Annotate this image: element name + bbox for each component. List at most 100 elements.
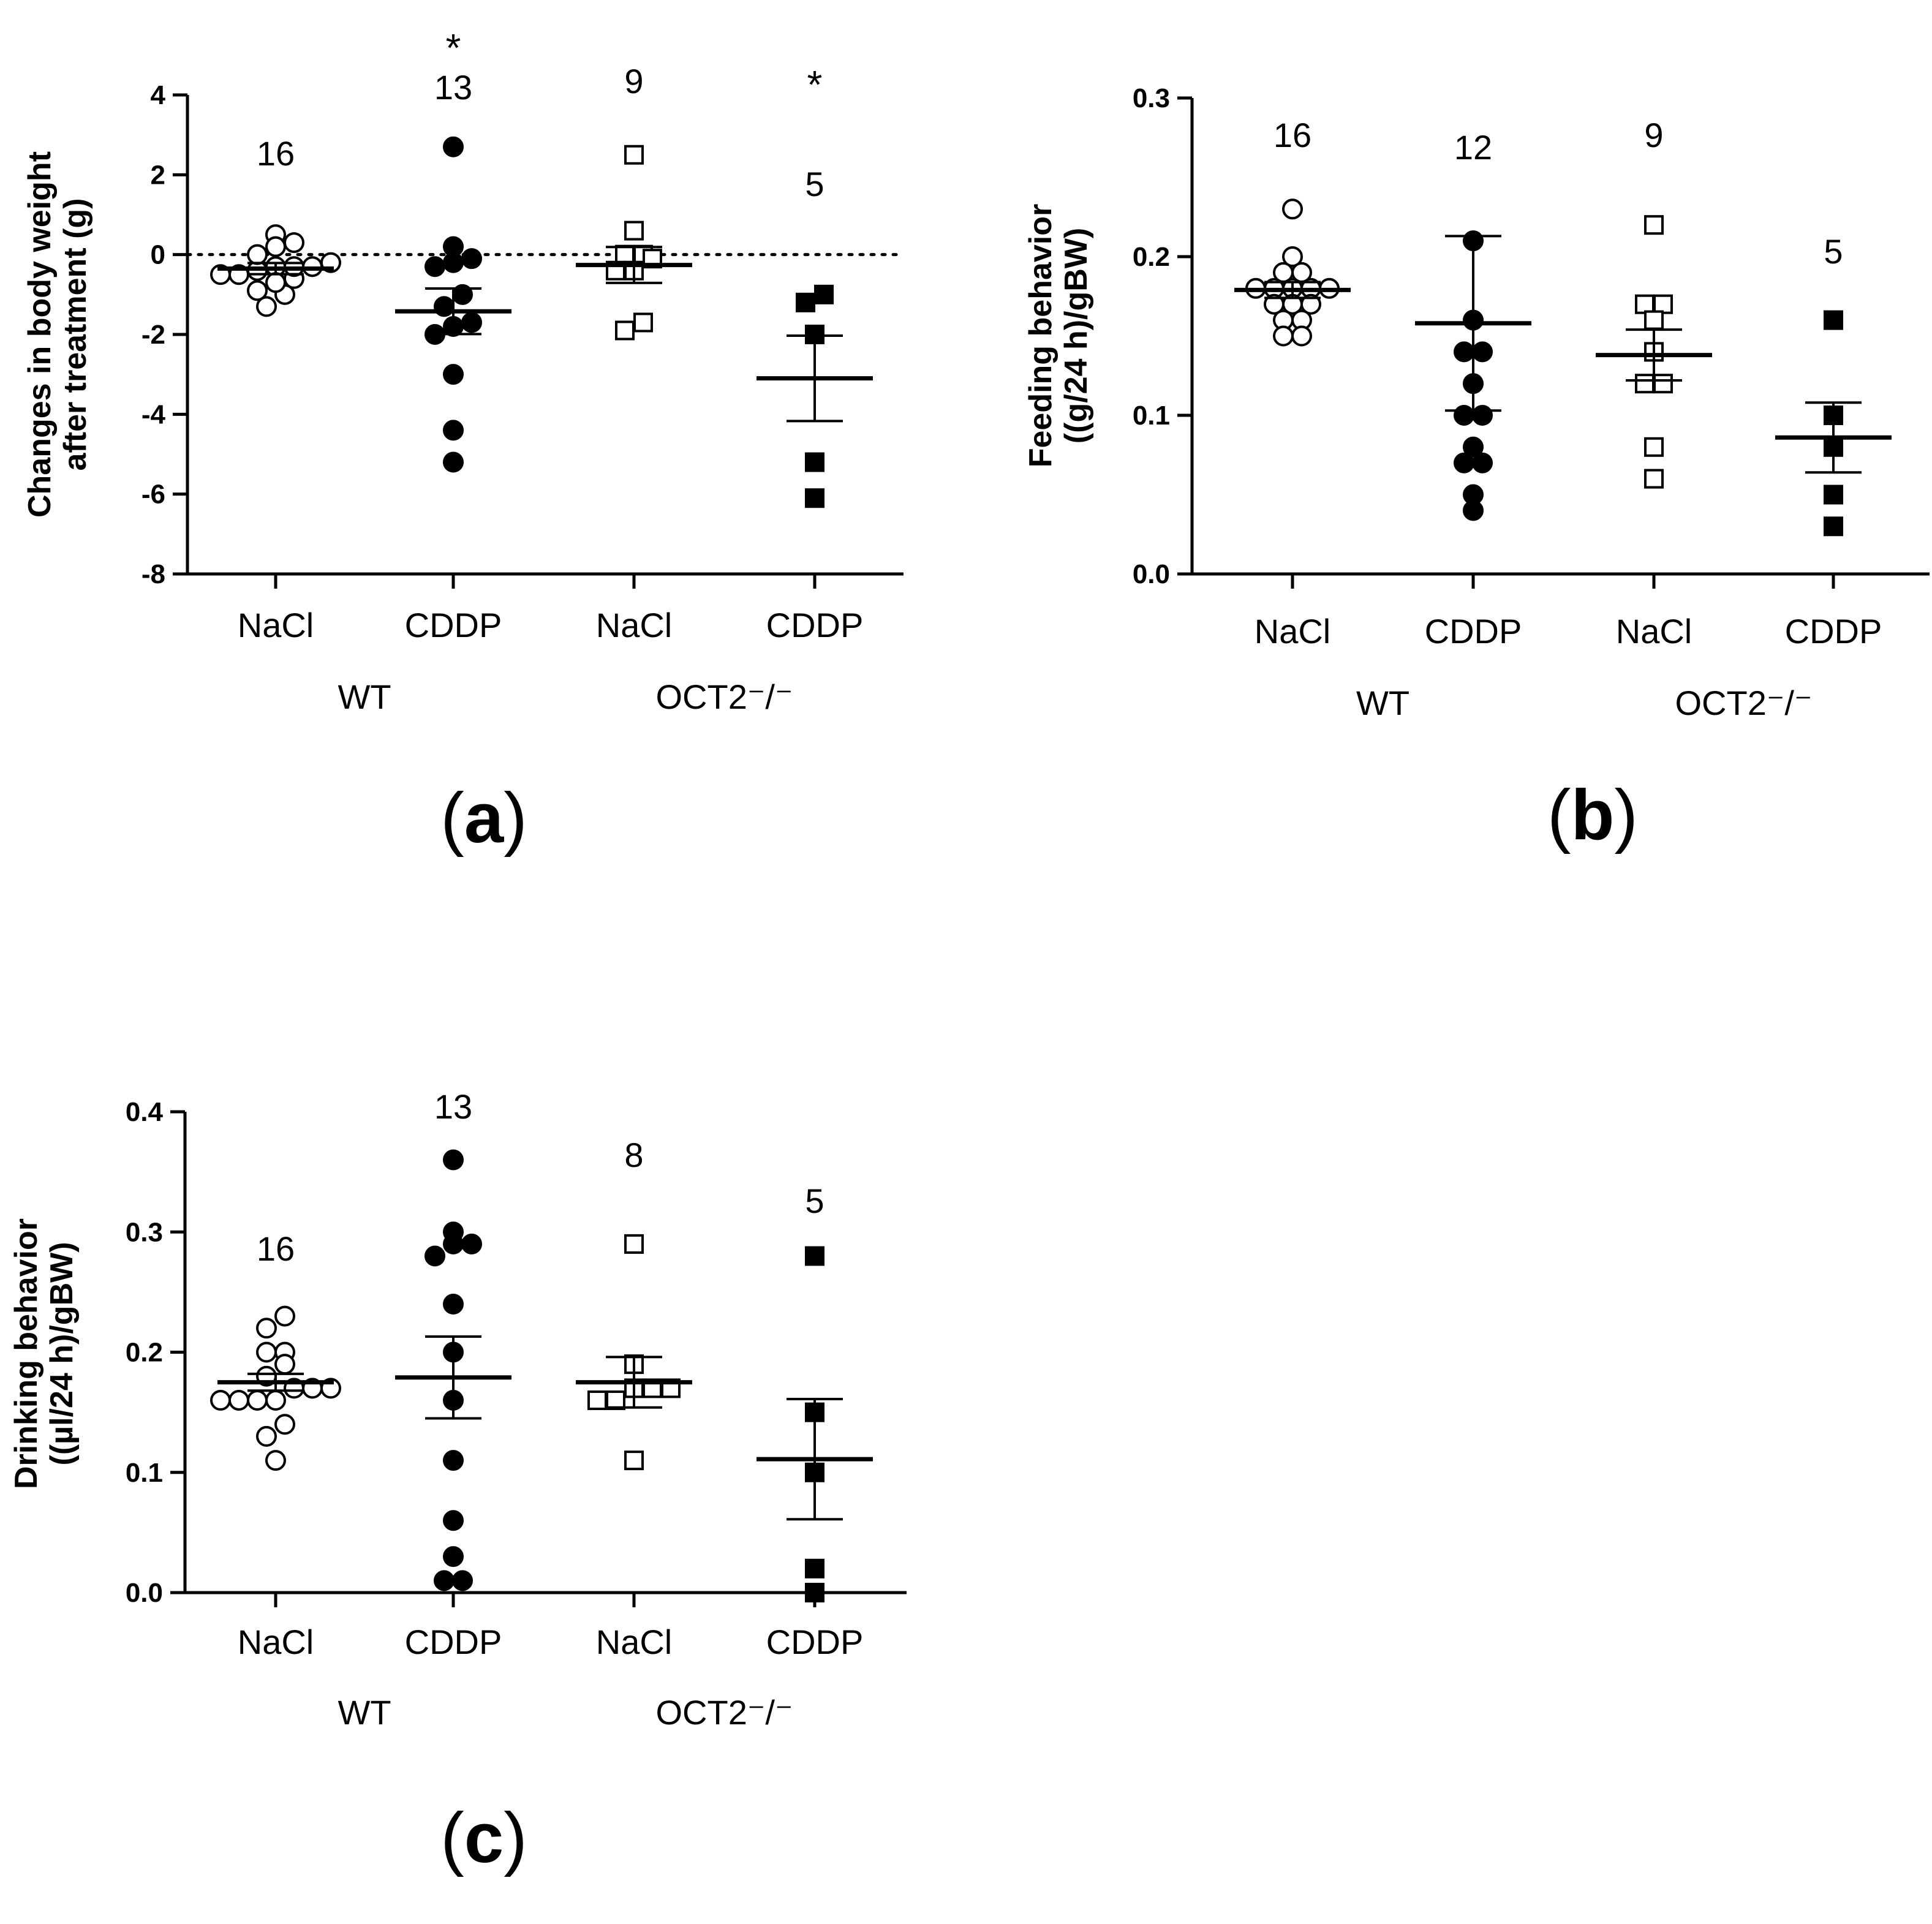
y-tick-label: 4 [151, 80, 166, 110]
data-point [805, 488, 824, 508]
data-point [443, 1233, 464, 1254]
data-point [1463, 436, 1484, 458]
sample-size-label: 16 [1274, 116, 1311, 154]
data-point [443, 364, 464, 385]
data-point [1282, 246, 1303, 267]
data-point [1644, 215, 1664, 235]
y-axis-label-line: after treatment (g) [58, 198, 93, 471]
chart-panel-a: 4 2 0 -2 -4 -6 -8 Changes in body weight after t… [22, 26, 905, 858]
data-point [1635, 294, 1655, 314]
data-point [443, 1510, 464, 1531]
y-axis-label: Changes in body weight after treatment (g… [22, 151, 93, 518]
x-category-label: CDDP [405, 606, 502, 644]
data-point [1291, 325, 1312, 347]
panel-paren-open: ( [440, 1798, 464, 1877]
y-tick-label: 0.3 [1133, 83, 1170, 113]
data-point [796, 292, 815, 312]
data-point [1273, 325, 1294, 347]
y-axis-label-line: Drinking behavior [9, 1218, 44, 1489]
data-point [443, 1294, 464, 1315]
y-tick-label: 0.4 [126, 1097, 164, 1127]
x-category-label: NaCl [238, 1623, 314, 1661]
data-point [247, 280, 268, 301]
data-point [274, 1354, 295, 1375]
data-point [624, 1234, 644, 1254]
series-0: 16 [210, 134, 341, 317]
panel-paren-open: ( [1547, 775, 1571, 854]
data-point [615, 244, 635, 265]
data-point [256, 1318, 277, 1339]
x-group-label: OCT2⁻/⁻ [1675, 684, 1812, 722]
data-point [624, 221, 644, 241]
data-point [247, 1390, 268, 1411]
x-category-label: NaCl [596, 1623, 672, 1661]
chart-panel-b: 0.3 0.2 0.1 0.0 Feeding behavior ((g/24 h)/gB… [1023, 83, 1930, 854]
y-tick-label: 0 [151, 240, 165, 270]
series-1: 12 [1415, 128, 1531, 521]
series-1: 13 [395, 1087, 511, 1591]
data-point [814, 284, 834, 304]
panel-letter: c [464, 1798, 504, 1877]
sample-size-label: 12 [1454, 128, 1492, 167]
panel-paren-close: ) [1614, 775, 1638, 854]
data-point [1463, 500, 1484, 521]
data-point [265, 236, 286, 257]
panel-letter: a [464, 778, 505, 858]
data-point [1472, 341, 1493, 363]
data-point [1644, 469, 1664, 489]
data-point [805, 452, 824, 472]
y-tick-label: 0.1 [126, 1458, 163, 1488]
series-3: 5 [1775, 232, 1892, 537]
data-point [256, 296, 277, 317]
panel-paren-open: ( [440, 778, 464, 858]
x-group-label: OCT2⁻/⁻ [655, 1693, 793, 1732]
y-tick-label: -8 [142, 559, 165, 589]
y-tick-label: -2 [142, 320, 165, 350]
data-point [425, 256, 445, 277]
data-point [256, 1341, 277, 1363]
data-point [1653, 374, 1673, 394]
y-tick-label: 0.0 [126, 1578, 163, 1608]
chart-panel-c: 0.4 0.3 0.2 0.1 0.0 Drinking behavior ((µl/24 … [9, 1087, 907, 1877]
y-tick-label: 0.2 [1133, 242, 1170, 272]
panel-letter: b [1571, 775, 1615, 854]
data-point [1454, 405, 1474, 426]
data-point [1824, 485, 1843, 505]
sample-size-label: 9 [1644, 116, 1663, 154]
data-point [452, 1570, 473, 1591]
sample-size-label: 13 [434, 68, 472, 107]
panel-label: (c) [440, 1798, 527, 1877]
data-point [1635, 374, 1655, 394]
sample-size-label: 5 [805, 1182, 824, 1220]
panel-label: (b) [1547, 775, 1638, 854]
x-group-label: WT [338, 1693, 391, 1732]
data-point [434, 1570, 455, 1591]
data-point [265, 1450, 286, 1471]
x-group-label: WT [1356, 684, 1409, 722]
x-category-label: NaCl [1255, 612, 1330, 651]
panel-label: (a) [440, 778, 527, 858]
y-axis-label-line: ((µl/24 h)/gBW) [44, 1242, 80, 1465]
data-point [587, 1390, 607, 1410]
data-point [443, 451, 464, 473]
sample-size-label: 9 [624, 62, 643, 100]
y-tick-label: 0.1 [1133, 401, 1170, 431]
data-point [624, 145, 644, 165]
data-point [1824, 516, 1843, 537]
sample-size-label: 5 [1824, 232, 1843, 271]
data-point [461, 248, 482, 270]
data-point [284, 232, 304, 254]
data-point [1454, 452, 1474, 473]
data-point [256, 1425, 277, 1447]
data-point [624, 1451, 644, 1471]
x-category-label: CDDP [405, 1623, 502, 1661]
y-tick-label: -6 [142, 480, 165, 510]
data-point [805, 1246, 824, 1266]
data-point [1644, 437, 1664, 457]
sample-size-label: 8 [624, 1136, 643, 1174]
panel-paren-close: ) [504, 778, 527, 858]
data-point [443, 1450, 464, 1471]
data-point [633, 312, 653, 333]
significance-star: * [807, 62, 823, 107]
